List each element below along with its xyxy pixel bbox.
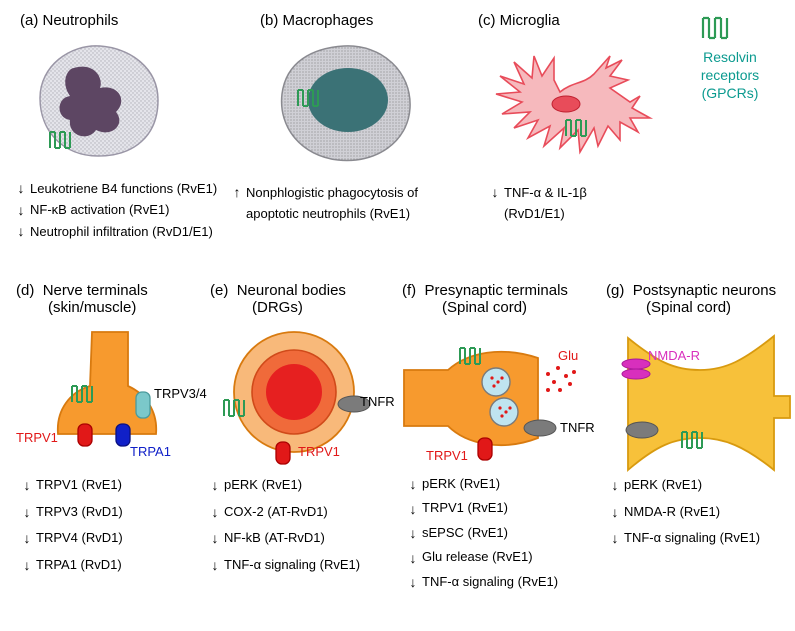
legend-line3: (GPCRs) (702, 85, 759, 101)
label-trpa1: TRPA1 (130, 444, 171, 459)
bullet-d-3: ↓TRPV4 (RvD1) (22, 525, 123, 552)
bullet-b-2: ↑apoptotic neutrophils (RvE1) (232, 204, 418, 226)
bullet-d-1: ↓TRPV1 (RvE1) (22, 472, 123, 499)
bullet-f-4: ↓Glu release (RvE1) (408, 546, 558, 571)
panel-c-title: (c) Microglia (478, 12, 560, 29)
down-arrow-icon: ↓ (16, 221, 26, 243)
panel-g-bullets: ↓pERK (RvE1) ↓NMDA-R (RvE1) ↓TNF-α signa… (610, 472, 760, 552)
macrophage-cell (272, 38, 422, 177)
gpcr-icon (700, 14, 734, 42)
bullet-b-1: ↑Nonphlogistic phagocytosis of (232, 182, 418, 204)
label-trpv34: TRPV3/4 (154, 386, 207, 401)
down-arrow-icon: ↓ (210, 552, 220, 579)
down-arrow-icon: ↓ (490, 182, 500, 204)
legend-receptor-icon (700, 14, 734, 47)
down-arrow-icon: ↓ (408, 570, 418, 595)
panel-a-bullets: ↓Leukotriene B4 functions (RvE1) ↓NF-κB … (16, 178, 217, 243)
down-arrow-icon: ↓ (210, 525, 220, 552)
bullet-d-4: ↓TRPA1 (RvD1) (22, 552, 123, 579)
legend-text: Resolvin receptors (GPCRs) (680, 48, 780, 103)
label-trpv1-f: TRPV1 (426, 448, 468, 463)
down-arrow-icon: ↓ (22, 552, 32, 579)
bullet-d-2: ↓TRPV3 (RvD1) (22, 499, 123, 526)
down-arrow-icon: ↓ (16, 200, 26, 222)
panel-f-title: (f) Presynaptic terminals (Spinal cord) (402, 282, 568, 316)
microglia-cell (460, 32, 660, 187)
legend-line1: Resolvin (703, 49, 757, 65)
down-arrow-icon: ↓ (408, 472, 418, 497)
label-tnfr-f: TNFR (560, 420, 595, 435)
panel-f-bullets: ↓pERK (RvE1) ↓TRPV1 (RvE1) ↓sEPSC (RvE1)… (408, 472, 558, 595)
down-arrow-icon: ↓ (610, 525, 620, 552)
legend-line2: receptors (701, 67, 759, 83)
bullet-a-2: ↓NF-κB activation (RvE1) (16, 200, 217, 222)
bullet-e-2: ↓COX-2 (AT-RvD1) (210, 499, 360, 526)
panel-a-title: (a) Neutrophils (20, 12, 118, 29)
bullet-g-1: ↓pERK (RvE1) (610, 472, 760, 499)
down-arrow-icon: ↓ (408, 497, 418, 522)
label-trpv1-d: TRPV1 (16, 430, 58, 445)
down-arrow-icon: ↓ (210, 499, 220, 526)
label-glu: Glu (558, 348, 578, 363)
neutrophil-cell (30, 38, 170, 173)
panel-e-title: (e) Neuronal bodies (DRGs) (210, 282, 346, 316)
bullet-e-4: ↓TNF-α signaling (RvE1) (210, 552, 360, 579)
down-arrow-icon: ↓ (16, 178, 26, 200)
bullet-g-3: ↓TNF-α signaling (RvE1) (610, 525, 760, 552)
bullet-a-3: ↓Neutrophil infiltration (RvD1/E1) (16, 221, 217, 243)
label-tnfr-e: TNFR (360, 394, 395, 409)
down-arrow-icon: ↓ (610, 472, 620, 499)
bullet-e-3: ↓NF-kB (AT-RvD1) (210, 525, 360, 552)
bullet-f-3: ↓sEPSC (RvE1) (408, 521, 558, 546)
down-arrow-icon: ↓ (22, 499, 32, 526)
bullet-f-5: ↓TNF-α signaling (RvE1) (408, 570, 558, 595)
panel-b-bullets: ↑Nonphlogistic phagocytosis of ↑apoptoti… (232, 182, 418, 225)
down-arrow-icon: ↓ (22, 472, 32, 499)
panel-b-title: (b) Macrophages (260, 12, 373, 29)
bullet-f-2: ↓TRPV1 (RvE1) (408, 497, 558, 522)
down-arrow-icon: ↓ (408, 546, 418, 571)
bullet-g-2: ↓NMDA-R (RvE1) (610, 499, 760, 526)
bullet-e-1: ↓pERK (RvE1) (210, 472, 360, 499)
panel-c-bullets: ↓TNF-α & IL-1β ↓(RvD1/E1) (490, 182, 587, 225)
panel-d-title: (d) Nerve terminals (skin/muscle) (16, 282, 148, 316)
down-arrow-icon: ↓ (610, 499, 620, 526)
panel-g-title: (g) Postsynaptic neurons (Spinal cord) (606, 282, 776, 316)
bullet-c-1: ↓TNF-α & IL-1β (490, 182, 587, 204)
down-arrow-icon: ↓ (22, 525, 32, 552)
down-arrow-icon: ↓ (408, 521, 418, 546)
label-nmdar: NMDA-R (648, 348, 700, 363)
panel-d-bullets: ↓TRPV1 (RvE1) ↓TRPV3 (RvD1) ↓TRPV4 (RvD1… (22, 472, 123, 578)
up-arrow-icon: ↑ (232, 182, 242, 204)
label-trpv1-e: TRPV1 (298, 444, 340, 459)
bullet-f-1: ↓pERK (RvE1) (408, 472, 558, 497)
bullet-c-2: ↓(RvD1/E1) (490, 204, 587, 226)
bullet-a-1: ↓Leukotriene B4 functions (RvE1) (16, 178, 217, 200)
down-arrow-icon: ↓ (210, 472, 220, 499)
panel-e-bullets: ↓pERK (RvE1) ↓COX-2 (AT-RvD1) ↓NF-kB (AT… (210, 472, 360, 578)
